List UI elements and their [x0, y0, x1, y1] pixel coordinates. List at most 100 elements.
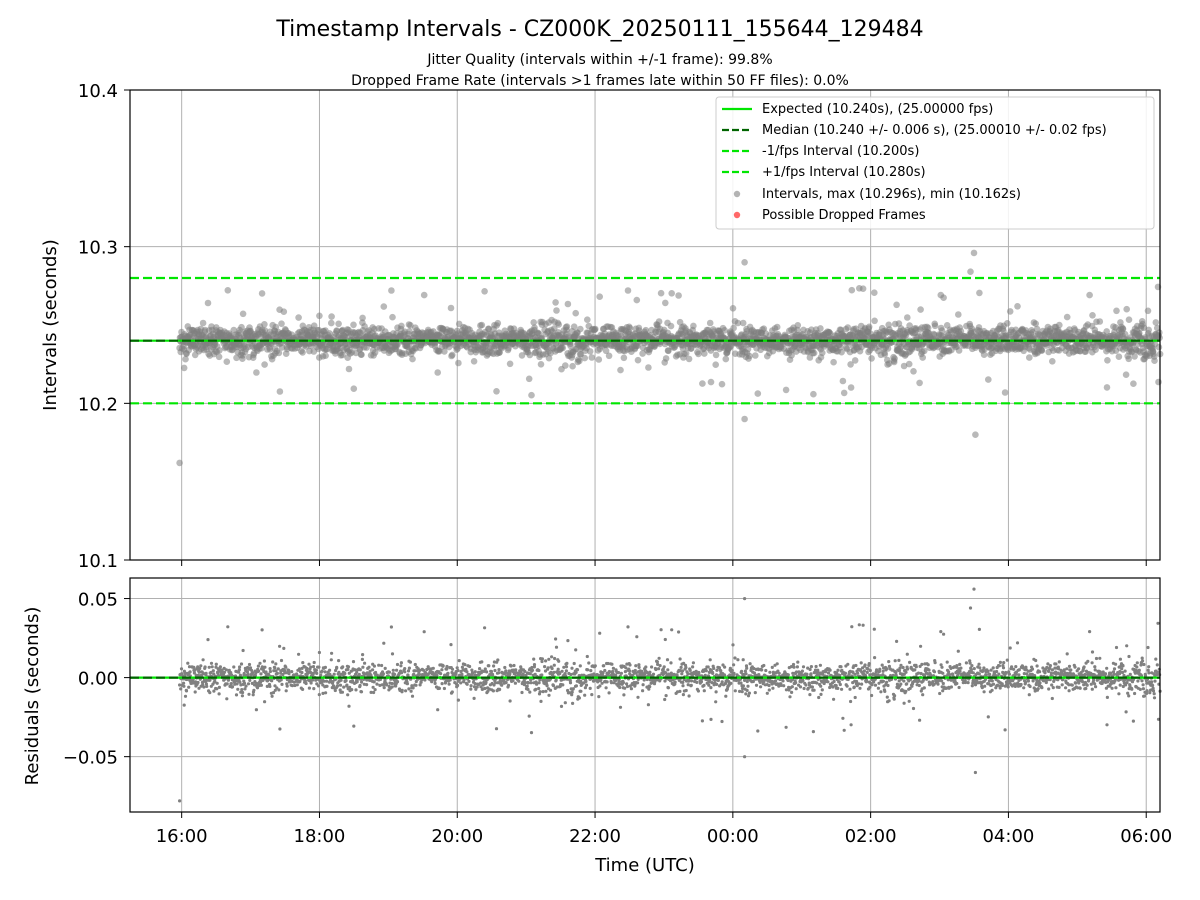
residual-point — [483, 667, 487, 671]
residual-point — [400, 671, 404, 675]
interval-point — [552, 299, 559, 306]
interval-point — [1096, 318, 1104, 325]
interval-point — [447, 304, 455, 312]
residual-point — [317, 693, 321, 697]
residual-point — [782, 684, 786, 688]
interval-point — [712, 361, 719, 369]
residual-point — [767, 688, 771, 692]
residual-point — [277, 688, 281, 692]
interval-point — [1125, 316, 1133, 324]
residual-point — [666, 686, 671, 690]
residual-point — [399, 664, 403, 668]
residual-point — [623, 686, 627, 690]
interval-point — [1125, 355, 1132, 363]
interval-point — [570, 323, 578, 331]
residual-point — [557, 659, 561, 663]
interval-point — [871, 289, 878, 297]
interval-point — [847, 384, 855, 391]
residual-point — [312, 660, 316, 665]
residual-point — [460, 665, 464, 669]
residual-point — [399, 661, 403, 665]
residual-point — [745, 666, 749, 670]
residual-point — [241, 648, 245, 653]
residual-point — [371, 668, 375, 672]
chart-subtitle-dropped: Dropped Frame Rate (intervals >1 frames … — [351, 73, 849, 89]
interval-point — [339, 351, 346, 359]
residual-point — [574, 648, 578, 652]
residual-point — [209, 661, 214, 665]
residual-point — [392, 672, 397, 677]
residual-point — [628, 663, 632, 667]
interval-point — [662, 355, 670, 362]
residual-point — [187, 685, 191, 689]
interval-point — [572, 309, 579, 317]
interval-point — [562, 362, 569, 369]
residual-point — [284, 665, 288, 669]
residual-point — [431, 666, 435, 670]
residual-point — [297, 652, 301, 656]
residual-point — [456, 698, 460, 702]
residual-point — [720, 719, 724, 724]
interval-point — [409, 355, 416, 363]
residual-point — [621, 681, 626, 685]
interval-point — [1145, 326, 1152, 334]
interval-point — [1038, 347, 1046, 354]
interval-point — [398, 322, 405, 330]
residual-point — [544, 659, 548, 663]
interval-point — [634, 356, 642, 364]
interval-point — [359, 314, 366, 322]
residual-point — [360, 680, 364, 684]
residual-point — [206, 638, 210, 642]
residual-point — [537, 668, 541, 673]
residual-point — [395, 662, 400, 667]
residual-point — [251, 693, 255, 697]
residual-point — [263, 700, 267, 704]
residual-point — [262, 659, 266, 663]
residual-point — [646, 703, 651, 707]
residual-point — [372, 664, 376, 668]
residual-point — [574, 670, 578, 675]
interval-point — [848, 286, 856, 294]
interval-point — [917, 306, 924, 313]
interval-point — [859, 285, 867, 293]
residual-point — [295, 683, 299, 687]
residual-point — [465, 682, 469, 686]
residual-point — [229, 682, 233, 686]
interval-point — [1123, 305, 1130, 313]
residual-point — [691, 665, 695, 669]
residual-point — [696, 689, 701, 693]
interval-point — [1049, 358, 1056, 365]
residual-point — [489, 669, 494, 674]
interval-point — [280, 308, 288, 316]
residual-point — [774, 679, 778, 683]
residual-point — [373, 688, 377, 692]
residual-point — [275, 671, 279, 676]
residual-point — [770, 665, 774, 670]
residual-point — [208, 678, 212, 682]
interval-point — [258, 290, 266, 297]
residual-point — [602, 664, 606, 668]
residual-point — [405, 682, 409, 686]
residual-point — [751, 679, 755, 684]
residual-point — [328, 668, 332, 672]
interval-point — [1122, 371, 1130, 379]
residual-point — [546, 666, 550, 670]
residual-point — [268, 667, 272, 671]
residual-point — [658, 664, 662, 668]
interval-point — [1151, 357, 1158, 365]
interval-point — [350, 385, 358, 393]
residual-point — [724, 694, 728, 698]
residual-point — [753, 691, 757, 695]
residual-point — [449, 643, 453, 647]
residual-point — [627, 669, 632, 673]
residual-point — [338, 683, 343, 687]
interval-point — [310, 322, 318, 330]
residual-point — [532, 657, 536, 661]
residual-point — [538, 678, 542, 682]
residual-point — [353, 668, 357, 672]
residual-point — [732, 663, 736, 667]
residual-point — [225, 682, 229, 686]
residual-point — [270, 694, 274, 698]
residual-point — [714, 700, 718, 704]
interval-point — [537, 361, 545, 368]
